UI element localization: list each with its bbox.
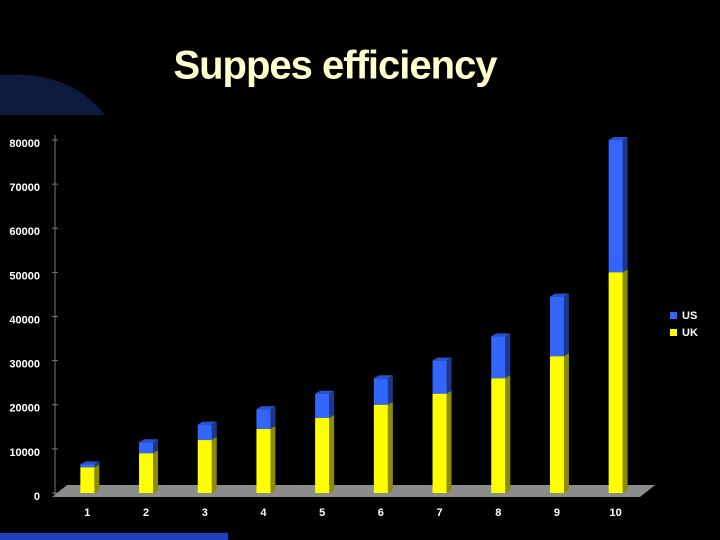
bar <box>80 464 95 468</box>
bar-side <box>446 357 452 394</box>
bar-top <box>139 439 159 443</box>
bar <box>491 378 506 493</box>
bar-top <box>315 390 335 394</box>
bar <box>315 393 330 418</box>
x-tick-label: 7 <box>436 507 442 519</box>
x-tick-label: 9 <box>554 507 560 519</box>
bar-top <box>197 421 217 425</box>
bar <box>197 440 212 493</box>
x-tick-label: 3 <box>202 507 208 519</box>
y-tick-label: 80000 <box>9 138 40 150</box>
bar-side <box>446 390 452 493</box>
bar <box>256 409 271 430</box>
bar-top <box>373 375 393 379</box>
bar-top <box>432 357 452 361</box>
y-tick-label: 20000 <box>9 403 40 415</box>
bar-side <box>153 450 159 493</box>
bar-side <box>622 137 628 273</box>
bar <box>256 429 271 493</box>
bar <box>197 424 212 441</box>
legend-label: UK <box>682 327 698 339</box>
decoration-bar <box>0 533 228 540</box>
y-tick-label: 60000 <box>9 226 40 238</box>
y-tick-label: 0 <box>34 491 40 503</box>
bar-side <box>153 439 159 454</box>
x-tick-label: 5 <box>319 507 325 519</box>
x-tick-label: 8 <box>495 507 501 519</box>
x-tick-label: 6 <box>378 507 384 519</box>
y-tick-label: 30000 <box>9 359 40 371</box>
chart-title: Suppes efficiency <box>173 44 498 88</box>
bar-side <box>622 269 628 493</box>
legend-swatch <box>670 329 677 336</box>
bar <box>432 393 447 493</box>
bar-side <box>329 414 335 493</box>
bar-side <box>563 293 569 357</box>
bar <box>80 467 95 493</box>
bar-side <box>505 333 511 379</box>
x-tick-label: 10 <box>610 507 622 519</box>
bar <box>549 356 564 493</box>
y-tick-label: 10000 <box>9 447 40 459</box>
x-tick-label: 2 <box>143 507 149 519</box>
bar-side <box>329 390 335 418</box>
y-tick-label: 40000 <box>9 314 40 326</box>
bar-side <box>387 375 393 405</box>
bar-side <box>211 421 217 441</box>
bar-side <box>387 401 393 493</box>
bar <box>432 360 447 394</box>
bar <box>549 296 564 357</box>
bar <box>608 140 623 273</box>
bar <box>139 453 154 493</box>
x-tick-label: 1 <box>84 507 90 519</box>
bar <box>491 336 506 379</box>
bar <box>373 404 388 493</box>
bar-top <box>549 293 569 297</box>
y-tick-label: 50000 <box>9 270 40 282</box>
decoration <box>0 74 105 115</box>
bar-top <box>491 333 511 337</box>
bar <box>139 442 154 454</box>
bar-side <box>270 406 276 430</box>
bar <box>608 272 623 493</box>
bar-side <box>94 464 100 493</box>
legend-label: US <box>682 310 697 322</box>
bar-side <box>505 375 511 493</box>
bar-side <box>94 461 100 468</box>
bar-side <box>270 426 276 493</box>
bar-top <box>256 406 276 410</box>
bar <box>315 417 330 493</box>
x-tick-label: 4 <box>260 507 267 519</box>
bar-top <box>80 461 100 465</box>
bar-side <box>211 437 217 493</box>
bar-top <box>608 137 628 140</box>
legend-swatch <box>670 312 677 319</box>
bar-side <box>563 353 569 493</box>
y-tick-label: 70000 <box>9 182 40 194</box>
bar <box>373 378 388 405</box>
